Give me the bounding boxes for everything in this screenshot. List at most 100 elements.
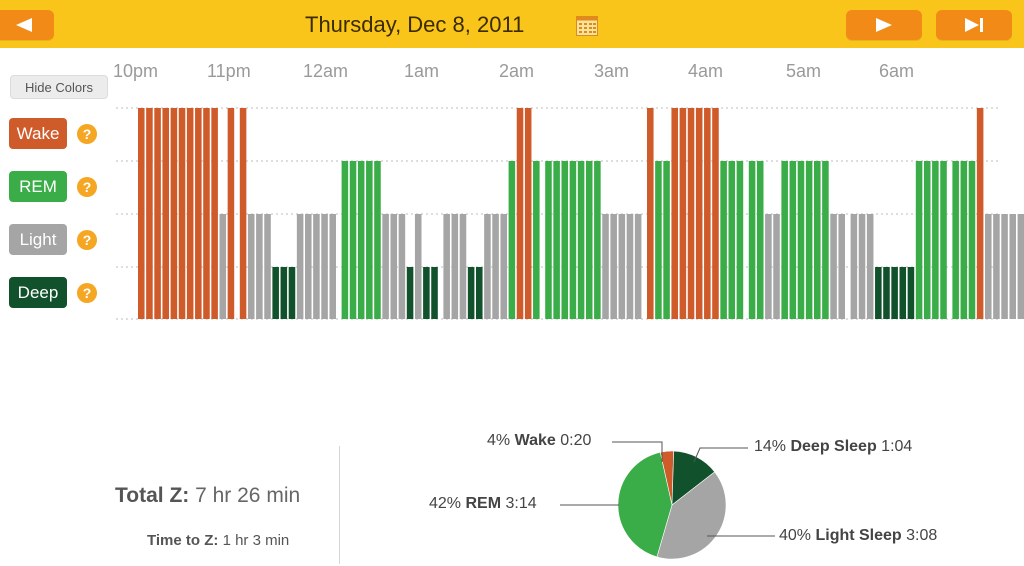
sleep-segment-deep [406,267,414,319]
pie-slice-light [656,471,727,560]
sleep-segment-light [219,214,227,319]
epoch-bar [178,108,186,319]
epoch-bar [907,267,915,319]
hour-tick-label: 12am [303,61,349,81]
epoch-bar [553,161,560,319]
epoch-bar [170,108,178,319]
epoch-bar [655,161,662,319]
epoch-bar [899,267,907,319]
epoch-bar [695,108,703,319]
epoch-bar [280,267,288,319]
sleep-segment-rem [915,161,976,319]
sleep-segment-wake [227,108,247,319]
total-sleep: Total Z: 7 hr 26 min [115,484,300,508]
epoch-bar [671,108,678,319]
epoch-bar [154,108,161,319]
pie-duration: 3:14 [501,495,537,512]
epoch-bar [915,161,923,319]
sleep-segment-wake [516,108,532,319]
summary-divider [339,446,340,564]
epoch-bar [634,214,642,319]
help-icon[interactable]: ? [77,230,97,250]
epoch-bar [765,214,772,319]
epoch-bar [736,161,744,319]
epoch-bar [952,161,959,319]
epoch-bar [976,108,984,319]
pie-percent: 4% [487,432,515,449]
epoch-bar [789,161,797,319]
prev-arrow-icon [16,18,32,32]
epoch-bar [960,161,968,319]
pie-label-rem: 42% REM 3:14 [429,495,537,513]
skip-to-end-icon [965,18,983,32]
pie-stage-name: Deep Sleep [790,438,877,455]
hour-tick-label: 5am [786,61,822,81]
pie-leader-line [612,441,663,462]
sleep-segment-light [985,214,1024,319]
epoch-bar [968,161,976,319]
pie-stage-name: REM [465,495,502,512]
epoch-bar [577,161,585,319]
sleep-segment-rem [655,161,670,319]
sleep-segment-wake [138,108,218,319]
epoch-bar [329,214,336,319]
epoch-bar [773,214,780,319]
sleep-segment-light [382,214,406,319]
epoch-bar [704,108,711,319]
total-z-value: 7 hr 26 min [195,484,301,507]
epoch-bar [296,214,304,319]
sleep-segment-deep [467,267,483,319]
epoch-bar [321,214,328,319]
sleep-segment-deep [423,267,438,319]
epoch-bar [414,214,422,319]
pie-duration: 3:08 [901,527,938,544]
help-icon[interactable]: ? [77,124,97,144]
epoch-bar [618,214,626,319]
latest-night-button[interactable] [936,10,1012,40]
epoch-bar [406,267,414,319]
epoch-bar [866,214,874,319]
sleep-segment-wake [647,108,654,319]
calendar-icon[interactable] [576,16,598,36]
epoch-bar [875,267,882,319]
epoch-bar [1001,214,1008,319]
stage-label-light: Light [9,224,67,255]
time-to-z-label: Time to Z: [147,532,219,549]
epoch-bar [647,108,654,319]
epoch-bar [264,214,271,319]
date-title: Thursday, Dec 8, 2011 [305,12,525,37]
epoch-bar [883,267,890,319]
epoch-bar [431,267,438,319]
hide-colors-button[interactable]: Hide Colors [10,75,108,99]
epoch-bar [602,214,609,319]
epoch-bar [858,214,866,319]
epoch-bar [728,161,736,319]
hour-tick-label: 11pm [207,61,251,81]
epoch-bar [484,214,491,319]
pie-stage-name: Wake [514,432,556,449]
epoch-bar [822,161,829,319]
next-arrow-icon [876,18,892,32]
total-z-label: Total Z: [115,484,190,507]
sleep-segment-rem [781,161,829,319]
help-icon[interactable]: ? [77,283,97,303]
previous-day-button[interactable] [0,10,54,40]
next-day-button[interactable] [846,10,922,40]
sleep-segment-light [247,214,271,319]
epoch-bar [138,108,145,319]
epoch-bar [993,214,1000,319]
epoch-bar [687,108,695,319]
help-icon[interactable]: ? [77,177,97,197]
epoch-bar [195,108,202,319]
epoch-bar [390,214,398,319]
sleep-segment-deep [272,267,296,319]
epoch-bar [720,161,727,319]
pie-duration: 0:20 [555,432,592,449]
pie-stage-name: Light Sleep [815,527,902,544]
sleep-segment-light [414,214,422,319]
epoch-bar [923,161,931,319]
sleep-segment-light [602,214,642,319]
sleep-segment-light [443,214,467,319]
epoch-bar [341,161,349,319]
epoch-bar [203,108,210,319]
